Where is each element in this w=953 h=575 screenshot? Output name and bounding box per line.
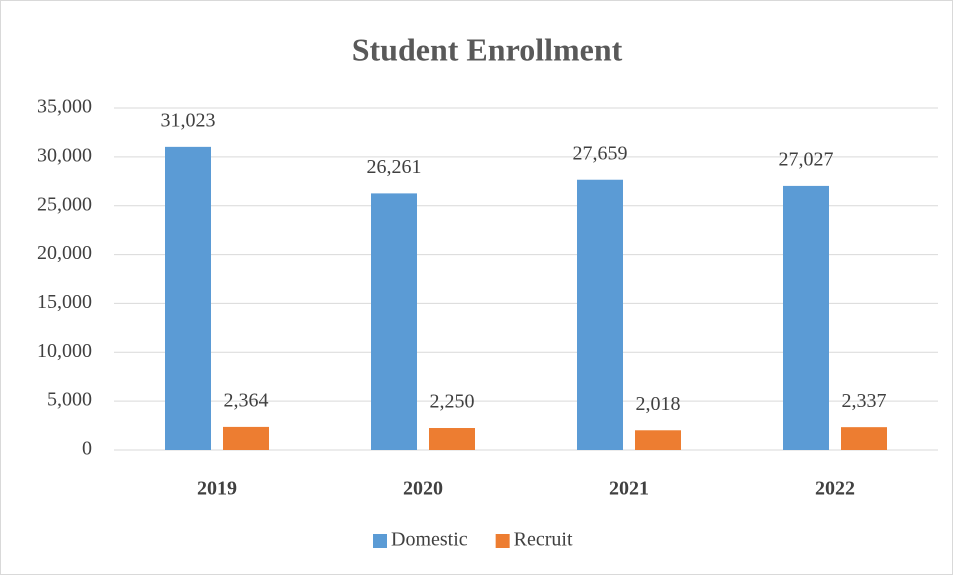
value-label: 31,023: [161, 109, 216, 131]
legend-label: Recruit: [514, 529, 573, 551]
value-label: 2,364: [224, 389, 269, 411]
bar: [165, 146, 211, 451]
bar: [223, 426, 269, 450]
y-tick-label: 35,000: [37, 96, 92, 118]
y-tick-label: 5,000: [47, 389, 92, 411]
y-tick-label: 15,000: [37, 291, 92, 313]
legend-swatch: [373, 534, 387, 548]
value-label: 2,337: [842, 390, 887, 412]
value-label: 26,261: [367, 156, 422, 178]
x-tick-label: 2022: [815, 478, 855, 500]
y-tick-label: 0: [82, 438, 92, 460]
value-label: 27,659: [573, 142, 628, 164]
bar: [371, 193, 417, 450]
chart-title: Student Enrollment: [352, 31, 623, 67]
y-tick-label: 20,000: [37, 242, 92, 264]
value-label: 2,018: [636, 393, 681, 415]
y-tick-label: 25,000: [37, 193, 92, 215]
bar: [577, 179, 623, 450]
value-label: 27,027: [779, 149, 834, 171]
x-tick-label: 2020: [403, 478, 443, 500]
y-tick-label: 10,000: [37, 340, 92, 362]
bar: [429, 428, 475, 450]
y-tick-label: 30,000: [37, 144, 92, 166]
bar: [783, 185, 829, 450]
legend-swatch: [495, 534, 510, 548]
x-tick-label: 2019: [197, 478, 237, 500]
bar: [635, 430, 681, 450]
bar: [841, 427, 887, 450]
value-label: 2,250: [430, 391, 475, 413]
x-tick-label: 2021: [609, 478, 649, 500]
legend-label: Domestic: [391, 529, 468, 551]
